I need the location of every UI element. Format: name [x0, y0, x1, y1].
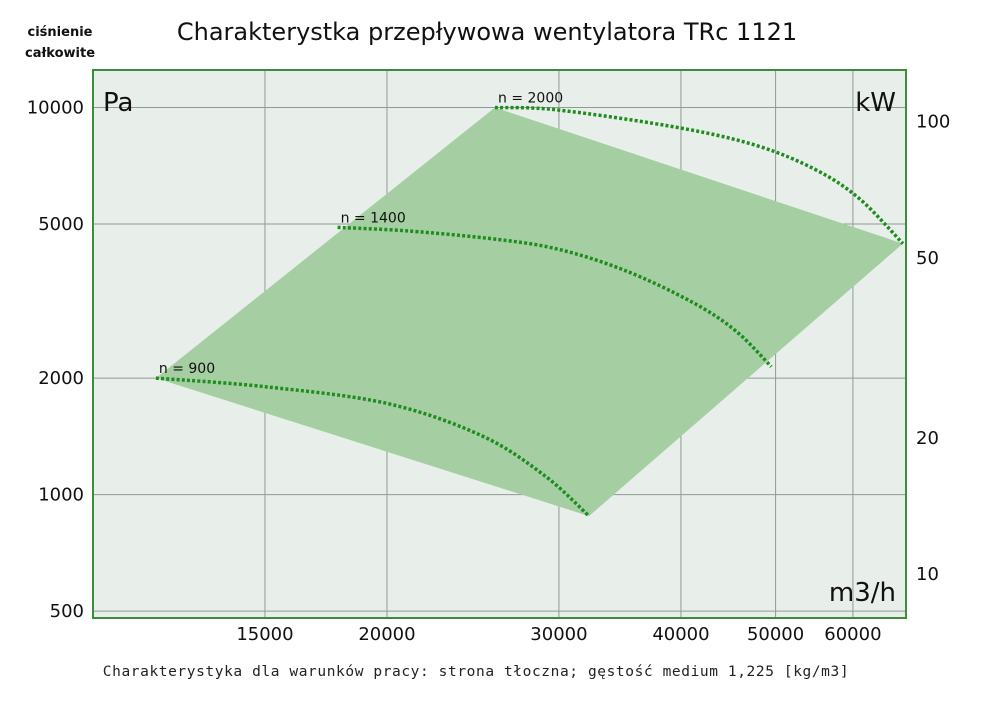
x-axis-ticks: 15000 20000 30000 40000 50000 60000 [236, 624, 881, 645]
x-tick-label: 40000 [652, 624, 709, 645]
secondary-y-tick-label: 50 [916, 248, 939, 269]
plot-frame [92, 69, 907, 619]
secondary-y-axis-ticks: 10 20 50 100 [916, 112, 950, 586]
y-axis-label-line-2: całkowite [25, 46, 95, 61]
x-tick-label: 20000 [358, 624, 415, 645]
x-tick-label: 60000 [824, 624, 881, 645]
y-tick-label: 2000 [38, 368, 84, 389]
speed-curve-label-3: n = 2000 [498, 91, 563, 107]
secondary-y-tick-label: 20 [916, 428, 939, 449]
secondary-y-tick-label: 100 [916, 112, 950, 133]
y-axis-label-line-1: ciśnienie [28, 25, 93, 40]
y-tick-label: 10000 [27, 98, 84, 119]
speed-curve-2 [337, 225, 773, 368]
y-tick-label: 5000 [38, 214, 84, 235]
operating-region [155, 107, 903, 517]
y-axis-ticks: 500 1000 2000 5000 10000 [27, 98, 84, 623]
chart-title: Charakterystka przepływowa wentylatora T… [177, 18, 797, 46]
x-tick-label: 30000 [530, 624, 587, 645]
speed-curve-3 [494, 105, 905, 245]
footnote: Charakterystyka dla warunków pracy: stro… [103, 664, 849, 680]
speed-curve-label-1: n = 900 [159, 361, 215, 377]
y-tick-label: 1000 [38, 485, 84, 506]
speed-curve-label-2: n = 1400 [341, 210, 406, 226]
x-tick-label: 15000 [236, 624, 293, 645]
x-axis-unit: m3/h [829, 578, 896, 608]
y-axis-unit: Pa [103, 88, 133, 118]
speed-curves: n = 900 n = 1400 n = 2000 [155, 91, 905, 518]
x-tick-label: 50000 [747, 624, 804, 645]
secondary-y-tick-label: 10 [916, 564, 939, 585]
secondary-y-axis-unit: kW [855, 88, 896, 118]
speed-curve-1 [155, 376, 591, 518]
y-tick-label: 500 [50, 601, 84, 622]
